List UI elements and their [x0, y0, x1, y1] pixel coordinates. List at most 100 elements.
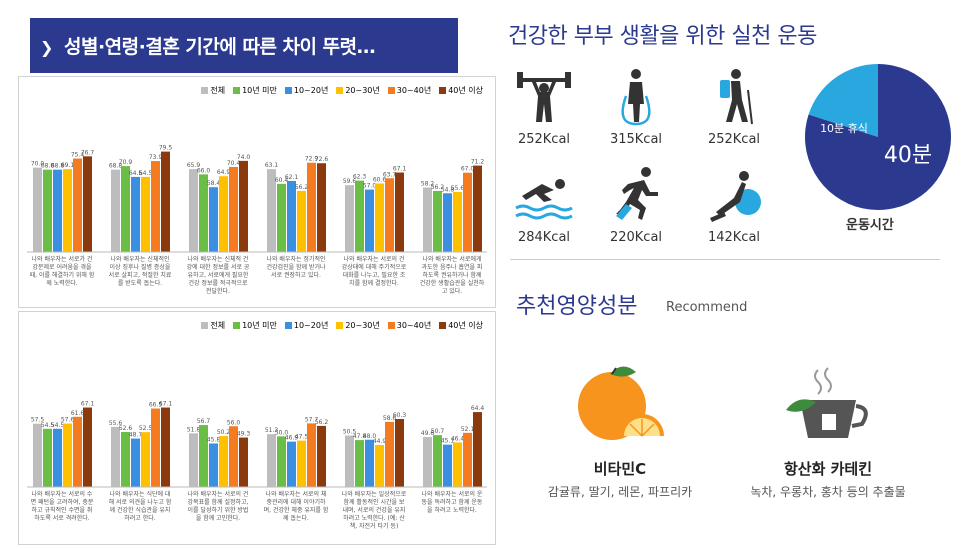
chart-bar [423, 187, 432, 252]
nutrient-name: 비타민C [593, 460, 647, 478]
legend-swatch [233, 87, 241, 94]
bar-value-label: 49.6 [421, 430, 435, 437]
pie-slice-rest [808, 64, 878, 137]
chart-bar [395, 172, 404, 252]
exercise-time-pie: 10분 휴식 40분 [805, 64, 951, 210]
legend-item: 30~40년 [387, 321, 432, 330]
chart-bar [43, 169, 52, 252]
chart-bar [473, 165, 482, 252]
bar-value-label: 74.0 [237, 154, 251, 161]
chart-bar [141, 432, 150, 487]
bar-value-label: 75.4 [71, 152, 85, 159]
legend-label: 전체 [210, 321, 226, 330]
category-label: 나와 배우자는 서로의 체중관리에 대해 이야기하며, 건강한 체중 유지를 함… [263, 491, 329, 522]
chart-bar [463, 432, 472, 487]
chart-bar [121, 431, 130, 487]
bar-value-label: 56.2 [431, 184, 445, 191]
chart-bar [433, 435, 442, 487]
category-label: 나와 배우자는 정기적인 건강검진을 함께 받거나 서로 권장하고 있다. [266, 256, 326, 279]
chart-bar [239, 160, 248, 252]
legend-label: 40년 이상 [448, 86, 483, 95]
legend-item: 10~20년 [284, 86, 328, 95]
legend-item: 40년 이상 [439, 86, 483, 95]
bar-value-label: 46.9 [285, 435, 299, 442]
bar-value-label: 79.5 [159, 145, 173, 152]
category-label: 나와 배우자는 서로의 수면 패턴을 고려하여, 충분하고 규칙적인 수면을 취… [30, 491, 94, 522]
bar-value-label: 70.9 [119, 159, 133, 166]
bar-value-label: 66.5 [149, 402, 163, 409]
pie-rest-label: 10분 휴식 [820, 122, 868, 135]
legend-label: 20~30년 [345, 321, 380, 330]
category-label: 나와 배우자는 서로의 건강목표를 함께 설정하고, 이를 달성하기 위한 방법… [187, 491, 249, 522]
chart-health-care: 전체 10년 미만 10~20년 20~30년 30~40년 40년 이상 70.0 68.… [18, 76, 496, 308]
legend-item: 10~20년 [284, 321, 328, 330]
bar-value-label: 47.8 [353, 433, 367, 440]
chart-legend: 전체 10년 미만 10~20년 20~30년 30~40년 40년 이상 [193, 320, 483, 331]
bar-value-label: 48.0 [363, 433, 377, 440]
legend-label: 10년 미만 [242, 86, 277, 95]
nutrient-sources: 감귤류, 딸기, 레몬, 파프리카 [547, 485, 693, 499]
bar-value-label: 62.3 [353, 174, 367, 181]
bar-value-label: 52.5 [139, 425, 153, 432]
legend-label: 30~40년 [396, 321, 432, 330]
category-label: 나와 배우자는 서로에게 과도한 음주나 흡연을 피하도록 권유하거나 함께 건… [419, 256, 485, 295]
chart-bar [161, 151, 170, 252]
bar-value-label: 50.0 [275, 429, 289, 436]
chart-bar [297, 440, 306, 487]
bar-value-label: 73.9 [149, 154, 163, 161]
bar-value-label: 72.9 [305, 156, 319, 163]
legend-swatch [387, 322, 395, 329]
legend-item: 20~30년 [336, 86, 380, 95]
chart-bar [277, 183, 286, 252]
section-banner: ❯ 성별·연령·결혼 기간에 따른 차이 뚜렷… [30, 18, 458, 73]
chart-bar [317, 163, 326, 252]
exercise-weightlifting: 252Kcal [504, 66, 584, 147]
chart-bar [355, 440, 364, 487]
chart-bar [239, 437, 248, 487]
chart-bar [63, 423, 72, 487]
legend-item: 20~30년 [336, 321, 380, 330]
legend-swatch [439, 322, 447, 329]
bar-value-label: 58.6 [383, 415, 397, 422]
bar-value-label: 68.8 [51, 163, 65, 170]
section-divider [510, 259, 940, 260]
bar-value-label: 63.7 [383, 171, 397, 178]
banner-title: 성별·연령·결혼 기간에 따른 차이 뚜렷… [64, 36, 376, 58]
exercise-kcal: 252Kcal [707, 132, 761, 147]
bar-value-label: 50.5 [343, 429, 357, 436]
category-label: 나와 배우자는 서로의 건강상태에 대해 주기적으로 대화를 나누고, 필요한 … [341, 256, 407, 287]
chart-bar [287, 441, 296, 487]
bar-value-label: 57.0 [363, 183, 377, 190]
bar-value-label: 54.8 [441, 186, 455, 193]
bar-value-label: 69.1 [61, 162, 75, 169]
chart-bar [385, 421, 394, 487]
chart-bar [453, 191, 462, 252]
bar-value-label: 70.4 [227, 160, 241, 167]
bar-value-label: 45.8 [207, 436, 221, 443]
legend-swatch [336, 87, 344, 94]
bar-value-label: 76.7 [81, 149, 95, 156]
chart-bar [473, 412, 482, 487]
legend-swatch [201, 322, 209, 329]
bar-value-label: 51.8 [187, 426, 201, 433]
chart-bar [307, 423, 316, 487]
bar-value-label: 65.9 [187, 162, 201, 169]
bar-value-label: 64.5 [129, 170, 143, 177]
bar-value-label: 59.6 [343, 178, 357, 185]
legend-item: 40년 이상 [439, 321, 483, 330]
bar-value-label: 54.5 [51, 422, 65, 429]
chart-bar [453, 442, 462, 487]
chart-bar [433, 190, 442, 252]
category-label: 나와 배우자는 서로가 건강문제로 어려움을 겪을 때, 이를 해결하기 위해 … [29, 256, 95, 287]
hiking-icon [720, 69, 753, 125]
bar-value-label: 63.1 [265, 162, 279, 169]
bar-value-label: 64.4 [471, 405, 485, 412]
bar-value-label: 52.1 [461, 426, 475, 433]
bar-value-label: 72.6 [315, 156, 329, 163]
chart-plot: 57.554.554.557.661.667.155.652.648.752.5… [27, 401, 487, 488]
legend-label: 20~30년 [345, 86, 380, 95]
chart-bar [345, 435, 354, 487]
category-label: 나와 배우자는 식단에 대해 서로 의견을 나누고 함께 건강한 식습관을 유지… [108, 491, 172, 522]
bar-value-label: 62.1 [285, 174, 299, 181]
chart-legend: 전체 10년 미만 10~20년 20~30년 30~40년 40년 이상 [193, 85, 483, 96]
